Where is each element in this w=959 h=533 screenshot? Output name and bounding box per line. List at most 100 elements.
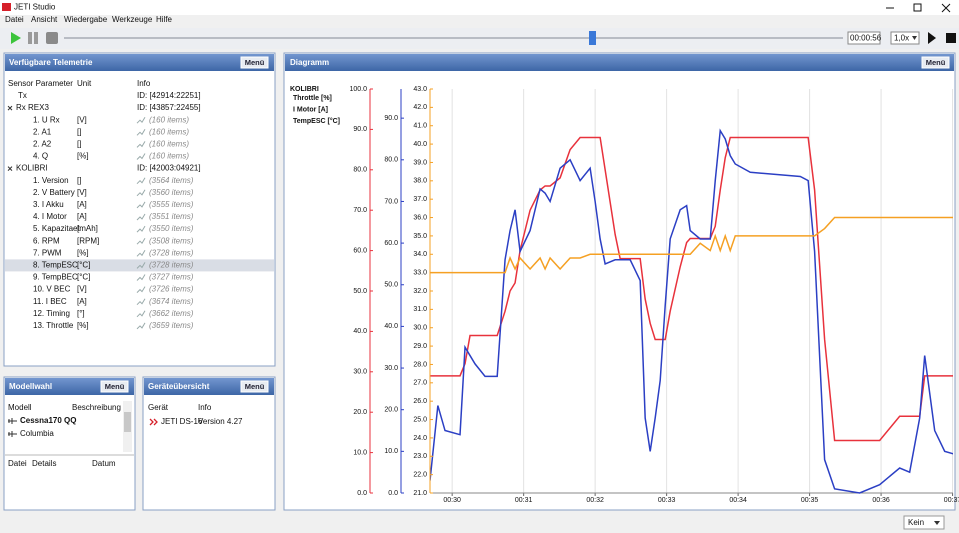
y-tick-label: 43.0 — [413, 86, 427, 93]
speed-box[interactable] — [890, 31, 920, 45]
param-name[interactable]: 2. V Battery — [33, 188, 75, 197]
sensor-id: ID: [42003:04921] — [137, 164, 201, 173]
param-name[interactable]: 9. TempBEC — [33, 273, 78, 282]
menu-item[interactable]: Werkzeuge — [112, 15, 153, 24]
status-selector[interactable] — [903, 515, 945, 530]
device-cell[interactable]: Version 4.27 — [198, 417, 243, 426]
chart-icon — [136, 225, 146, 233]
stop-end[interactable] — [946, 33, 956, 43]
plane-icon — [8, 418, 17, 424]
y-tick-label: 70.0 — [353, 207, 367, 214]
y-tick-label: 35.0 — [413, 233, 427, 240]
menu-button[interactable] — [100, 380, 129, 393]
expand-arrow[interactable] — [7, 105, 13, 111]
menu-button[interactable] — [921, 56, 950, 69]
window-controls[interactable] — [886, 3, 951, 13]
param-name[interactable]: 12. Timing — [33, 309, 70, 318]
menu-button[interactable] — [240, 380, 269, 393]
model-panel — [3, 376, 136, 511]
param-name[interactable]: 3. I Akku — [33, 200, 64, 209]
y-tick-label: 40.0 — [413, 141, 427, 148]
x-tick-label: 00:32 — [586, 497, 604, 504]
speed-value: 1,0x — [894, 34, 909, 43]
menu-button-label: Menü — [105, 382, 125, 391]
y-tick-label: 32.0 — [413, 288, 427, 295]
pause-button-part[interactable] — [34, 32, 38, 44]
device-panel — [142, 376, 276, 511]
param-info: (160 items) — [149, 140, 189, 149]
stop-button[interactable] — [46, 32, 58, 44]
param-info: (3726 items) — [149, 285, 194, 294]
series-line — [430, 128, 953, 494]
restore[interactable] — [913, 3, 922, 12]
param-unit: [mAh] — [77, 224, 98, 233]
device-cell[interactable]: JETI DS-16 — [161, 417, 203, 426]
y-tick-label: 70.0 — [384, 198, 398, 205]
param-info: (3728 items) — [149, 248, 194, 257]
column-header: Beschreibung — [72, 403, 121, 412]
param-name[interactable]: 13. Throttle — [33, 321, 74, 330]
scroll-thumb[interactable] — [124, 412, 131, 432]
y-tick-label: 25.0 — [413, 416, 427, 423]
model-name[interactable]: Columbia — [20, 429, 54, 438]
chart-icon — [136, 116, 146, 124]
column-header: Modell — [8, 403, 32, 412]
param-name[interactable]: 7. PWM — [33, 248, 62, 257]
y-tick-label: 80.0 — [384, 157, 398, 164]
param-name[interactable]: 2. A1 — [33, 127, 52, 136]
param-info: (3727 items) — [149, 273, 194, 282]
model-name[interactable]: Cessna170 QQ — [20, 416, 76, 425]
column-header: Details — [32, 459, 56, 468]
param-name[interactable]: 2. A2 — [33, 140, 52, 149]
chart-icon — [136, 201, 146, 209]
param-unit: [] — [77, 176, 81, 185]
param-info: (3508 items) — [149, 236, 194, 245]
sensor-name: Rx REX3 — [16, 103, 49, 112]
panel-title: Modellwahl — [9, 382, 52, 391]
menu-button[interactable] — [240, 56, 269, 69]
menu-item[interactable]: Wiedergabe — [64, 15, 108, 24]
param-name[interactable]: 4. I Motor — [33, 212, 67, 221]
param-name[interactable]: 8. TempESC — [33, 261, 78, 270]
close[interactable] — [941, 3, 951, 13]
param-unit: [°C] — [77, 273, 90, 282]
chart-icon — [136, 189, 146, 197]
y-tick-label: 30.0 — [384, 365, 398, 372]
model-list: Modell Beschreibung Cessna170 QQ Columbia Da… — [8, 403, 121, 468]
timeline-thumb[interactable] — [589, 31, 596, 45]
y-tick-label: 30.0 — [353, 369, 367, 376]
y-tick-label: 50.0 — [353, 288, 367, 295]
play-forward[interactable] — [928, 32, 936, 44]
column-header: Datum — [92, 459, 116, 468]
play-button[interactable] — [11, 32, 21, 44]
menu-item[interactable]: Datei — [5, 15, 24, 24]
y-tick-label: 29.0 — [413, 343, 427, 350]
chart-icon — [136, 286, 146, 293]
panel-header — [285, 54, 954, 71]
time-box[interactable] — [847, 31, 881, 45]
param-name[interactable]: 11. I BEC — [33, 297, 67, 306]
sensor-id: ID: [43857:22455] — [137, 103, 201, 112]
param-name[interactable]: 10. V BEC — [33, 285, 71, 294]
menu-item[interactable]: Ansicht — [31, 15, 58, 24]
param-name[interactable]: 4. Q — [33, 152, 48, 161]
param-name[interactable]: 1. U Rx — [33, 115, 60, 124]
param-name[interactable]: 5. Kapazitaet — [33, 224, 80, 233]
chart-icon — [136, 310, 146, 318]
panel-title: Verfügbare Telemetrie — [9, 58, 93, 67]
param-name[interactable]: 1. Version — [33, 176, 69, 185]
chart-icon — [136, 141, 146, 148]
param-name[interactable]: 6. RPM — [33, 236, 60, 245]
pause-button[interactable] — [28, 32, 32, 44]
y-tick-label: 0.0 — [357, 490, 367, 497]
legend-title: KOLIBRI — [290, 86, 319, 93]
chart-icon — [136, 213, 146, 221]
x-tick-label: 00:36 — [872, 497, 890, 504]
expand-arrow[interactable] — [7, 166, 13, 171]
y-tick-label: 40.0 — [384, 323, 398, 330]
menu-button-label: Menü — [245, 382, 265, 391]
y-tick-label: 10.0 — [384, 448, 398, 455]
device-icon — [149, 418, 158, 426]
menu-item[interactable]: Hilfe — [156, 15, 173, 24]
chart: 00:30 00:31 00:32 00:33 00:34 00:35 00:36 00:37… — [290, 86, 959, 504]
